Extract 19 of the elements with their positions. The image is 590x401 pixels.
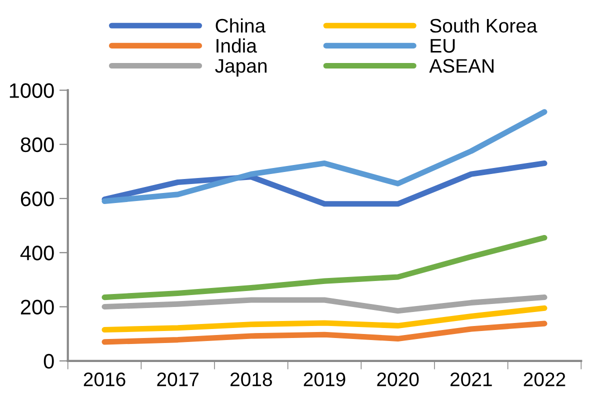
- y-tick-label: 200: [20, 300, 54, 315]
- x-tick-label: 2016: [84, 372, 126, 386]
- x-tick-label: 2020: [377, 372, 419, 386]
- legend-label: China: [216, 18, 266, 33]
- legend-label: ASEAN: [429, 59, 494, 73]
- y-tick-label: 0: [44, 354, 54, 369]
- y-tick-label: 1000: [10, 83, 54, 98]
- x-tick-label: 2018: [230, 372, 272, 386]
- y-tick-label: 800: [20, 137, 54, 152]
- legend-label: South Korea: [430, 18, 538, 33]
- x-tick-label: 2019: [304, 372, 346, 386]
- x-tick-label: 2022: [524, 372, 566, 386]
- x-tick-label: 2017: [157, 372, 198, 386]
- x-tick-label: 2021: [450, 372, 492, 386]
- y-tick-label: 400: [20, 246, 54, 260]
- legend-label: EU: [430, 39, 455, 53]
- legend-label: Japan: [215, 59, 267, 77]
- y-tick-label: 600: [20, 191, 54, 206]
- legend-label: India: [216, 38, 257, 53]
